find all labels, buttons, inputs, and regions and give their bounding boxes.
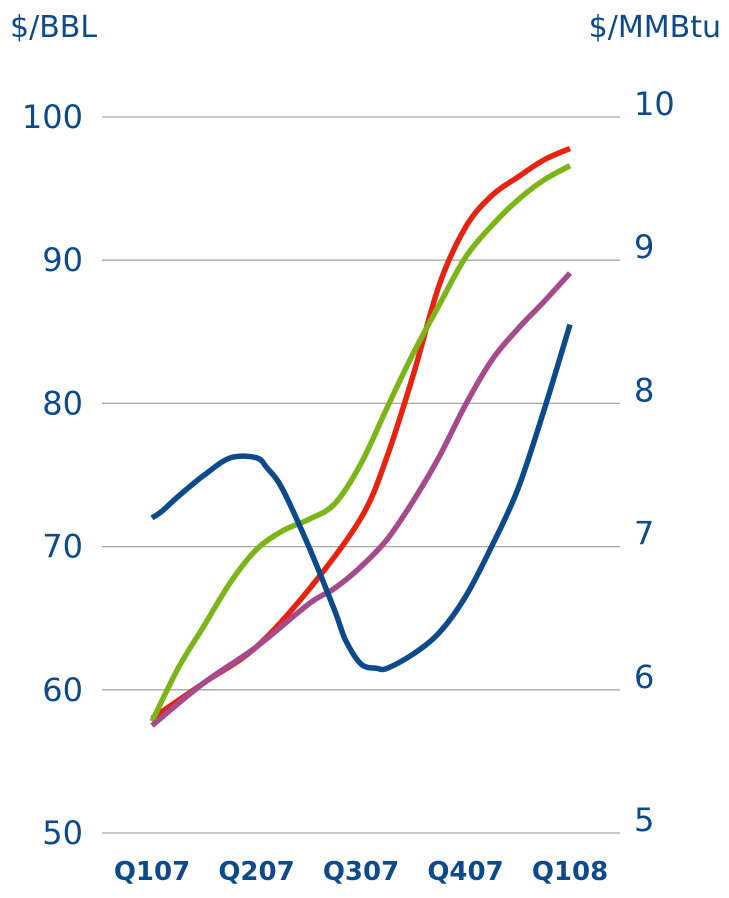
x-tick-label-1: Q207: [218, 857, 294, 887]
series-line-2: [150, 271, 573, 728]
right-tick-label-3: 8: [634, 371, 654, 409]
left-tick-label-5: 100: [22, 98, 83, 136]
right-tick-label-2: 7: [634, 515, 654, 553]
right-tick-label-1: 6: [634, 658, 654, 696]
right-tick-label-4: 9: [634, 228, 654, 266]
left-tick-label-1: 60: [42, 671, 83, 709]
right-axis-unit-label: $/MMBtu: [588, 10, 721, 45]
right-tick-label-0: 5: [634, 801, 654, 839]
left-axis-unit-label: $/BBL: [10, 10, 98, 45]
left-tick-label-3: 80: [42, 384, 83, 422]
series-line-0: [150, 145, 572, 721]
x-tick-label-2: Q307: [323, 857, 399, 887]
right-tick-label-5: 10: [634, 85, 675, 123]
series-line-1: [149, 163, 572, 723]
left-tick-label-0: 50: [42, 814, 83, 852]
x-tick-label-3: Q407: [427, 857, 503, 887]
x-tick-label-4: Q108: [532, 857, 608, 887]
x-tick-label-0: Q107: [114, 857, 190, 887]
left-tick-label-4: 90: [42, 241, 83, 279]
left-tick-label-2: 70: [42, 528, 83, 566]
series-line-3: [150, 323, 573, 673]
